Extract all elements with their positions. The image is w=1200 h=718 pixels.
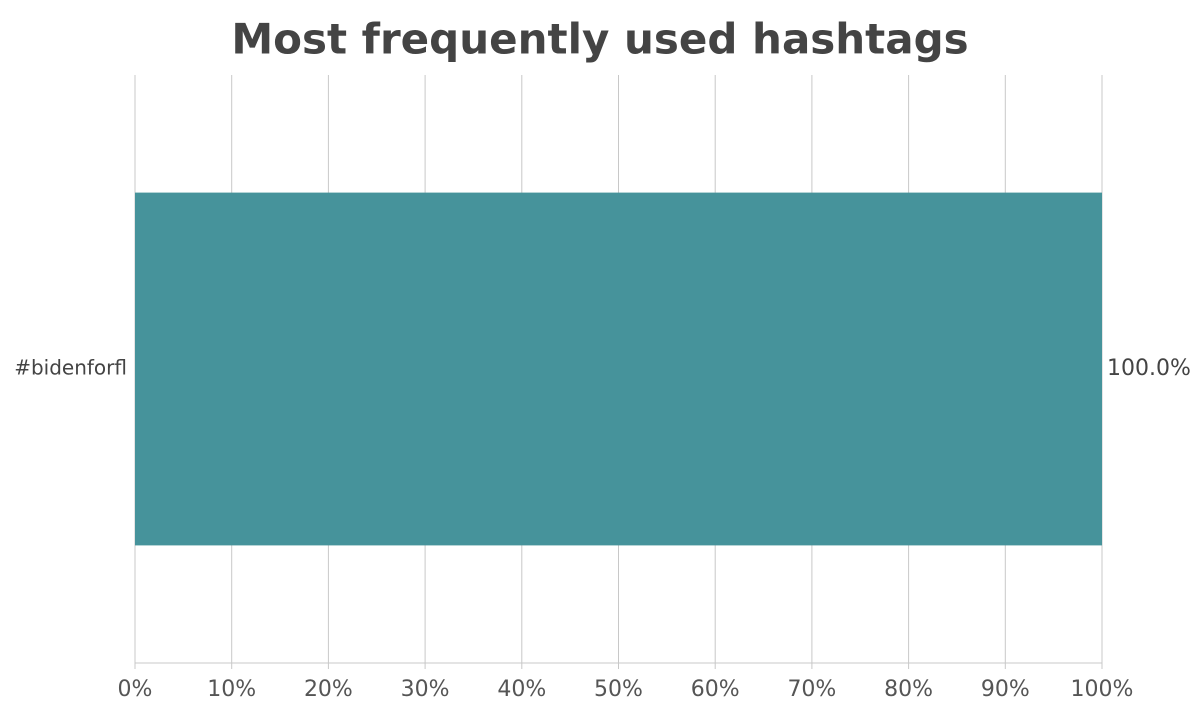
x-tick-label: 40% <box>497 677 546 702</box>
x-tick-label: 70% <box>787 677 836 702</box>
x-tick-label: 20% <box>304 677 353 702</box>
x-tick-label: 30% <box>401 677 450 702</box>
y-tick-label: #bidenforfl <box>14 356 127 380</box>
x-tick-label: 10% <box>207 677 256 702</box>
bar <box>135 192 1102 546</box>
x-tick-label: 60% <box>691 677 740 702</box>
x-tick-label: 90% <box>981 677 1030 702</box>
x-tick-label: 0% <box>118 677 153 702</box>
value-label: 100.0% <box>1107 356 1191 381</box>
x-tick-label: 100% <box>1071 677 1134 702</box>
chart-title: Most frequently used hashtags <box>231 15 968 64</box>
x-tick-label: 80% <box>884 677 933 702</box>
x-tick-label: 50% <box>594 677 643 702</box>
